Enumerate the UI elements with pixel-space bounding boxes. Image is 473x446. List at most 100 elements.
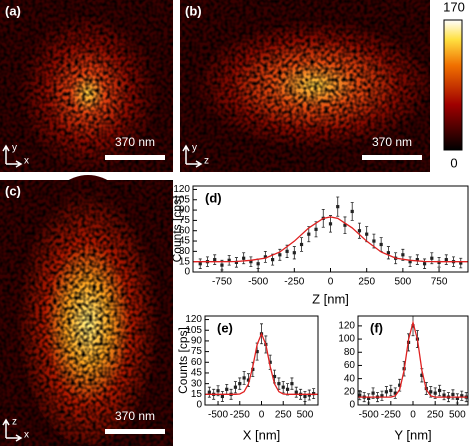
data-point (281, 385, 285, 389)
x-tick-label: 0 (328, 277, 334, 288)
data-point (220, 394, 224, 399)
x-tick-label: -500 (208, 410, 228, 421)
x-tick-label: 750 (431, 277, 448, 288)
data-point (451, 392, 455, 397)
y-tick-label: 105 (173, 194, 190, 205)
x-tick-label: 0 (410, 410, 416, 421)
y-tick-label: 120 (185, 314, 202, 325)
data-point (365, 232, 369, 236)
plot-frame (192, 185, 469, 273)
data-point (420, 373, 424, 377)
data-point (444, 258, 448, 262)
data-point (415, 258, 419, 262)
axis-arrow-label: x (24, 430, 29, 441)
panel-label: (b) (185, 3, 202, 18)
chart: -500 -250 0 250 500 0 20 40 60 80 100 120 (f) Y [nm] (338, 315, 469, 442)
x-tick-label: -250 (284, 277, 304, 288)
data-point (371, 391, 375, 395)
data-point (277, 382, 281, 386)
y-axis-label: Counts [cps] (170, 196, 184, 263)
y-tick-label: 45 (191, 368, 203, 379)
data-point (433, 391, 437, 395)
axis-arrow (2, 418, 23, 442)
fit-line (193, 216, 468, 263)
y-tick-label: 30 (179, 246, 191, 257)
data-point (307, 232, 311, 236)
scale-bar-label: 370 nm (372, 135, 412, 149)
scale-bar-label: 370 nm (115, 135, 155, 149)
panel-a (0, 0, 173, 172)
data-point (367, 396, 371, 401)
data-point (285, 387, 290, 391)
data-point (307, 393, 311, 397)
data-point (386, 251, 390, 255)
data-point (389, 388, 393, 393)
scale-bar (362, 155, 422, 160)
image-noise (180, 0, 430, 172)
data-point (213, 258, 217, 262)
y-tick-label: 20 (344, 386, 356, 397)
chart: -750 -500 -250 0 250 500 750015304560759010512… (170, 184, 469, 306)
data-point (459, 261, 463, 265)
panel-label: (d) (205, 190, 222, 205)
y-tick-label: 90 (179, 205, 191, 216)
y-tick-label: 0 (184, 267, 190, 278)
data-point (312, 392, 316, 396)
x-tick-label: -250 (230, 410, 250, 421)
data-point (220, 263, 224, 267)
colorbar (443, 19, 463, 151)
data-point (358, 393, 362, 397)
data-point (255, 350, 259, 354)
axis-arrow (2, 144, 23, 168)
scale-bar-label: 370 nm (115, 409, 155, 423)
data-point (384, 390, 388, 394)
x-tick-label: 250 (427, 410, 444, 421)
y-tick-label: 100 (338, 334, 355, 345)
data-point (429, 390, 433, 394)
data-point (401, 253, 405, 257)
data-point (314, 227, 318, 231)
data-point (225, 387, 229, 391)
data-point (379, 242, 383, 247)
x-tick-label: -500 (248, 277, 268, 288)
x-tick-label: -500 (359, 410, 379, 421)
y-tick-label: 40 (344, 373, 356, 384)
data-point (437, 260, 441, 264)
data-point (438, 388, 442, 393)
data-point (263, 255, 267, 259)
x-tick-label: 250 (358, 277, 375, 288)
y-tick-label: 0 (196, 400, 202, 411)
y-tick-label: 105 (185, 325, 202, 336)
data-point (460, 394, 464, 398)
data-point (411, 324, 415, 328)
data-point (216, 389, 220, 393)
data-point (238, 382, 242, 386)
axis-arrow-label: y (192, 143, 197, 154)
data-point (272, 374, 277, 379)
y-tick-label: 75 (179, 215, 191, 226)
colorbar-max: 170 (443, 0, 465, 14)
fit-line (358, 320, 468, 398)
colorbar-min: 0 (450, 155, 457, 170)
x-tick-label: 500 (395, 277, 412, 288)
y-axis-label: Counts [cps] (176, 327, 190, 394)
y-tick-label: 30 (191, 378, 203, 389)
x-tick-label: 500 (449, 410, 466, 421)
data-point (430, 256, 434, 260)
data-point (350, 209, 354, 214)
x-tick-label: 250 (275, 410, 292, 421)
data-point (290, 382, 294, 386)
y-tick-label: 15 (179, 256, 191, 267)
data-point (372, 239, 376, 243)
panel-label: (e) (217, 320, 233, 335)
x-tick-label: -750 (212, 277, 232, 288)
data-point (285, 249, 289, 253)
data-point (294, 390, 298, 394)
axis-arrow-label: z (12, 417, 17, 428)
data-point (246, 378, 251, 382)
data-point (271, 258, 275, 262)
y-tick-label: 90 (191, 336, 203, 347)
data-point (292, 251, 296, 255)
fit-line (205, 332, 318, 395)
data-point (249, 260, 253, 264)
